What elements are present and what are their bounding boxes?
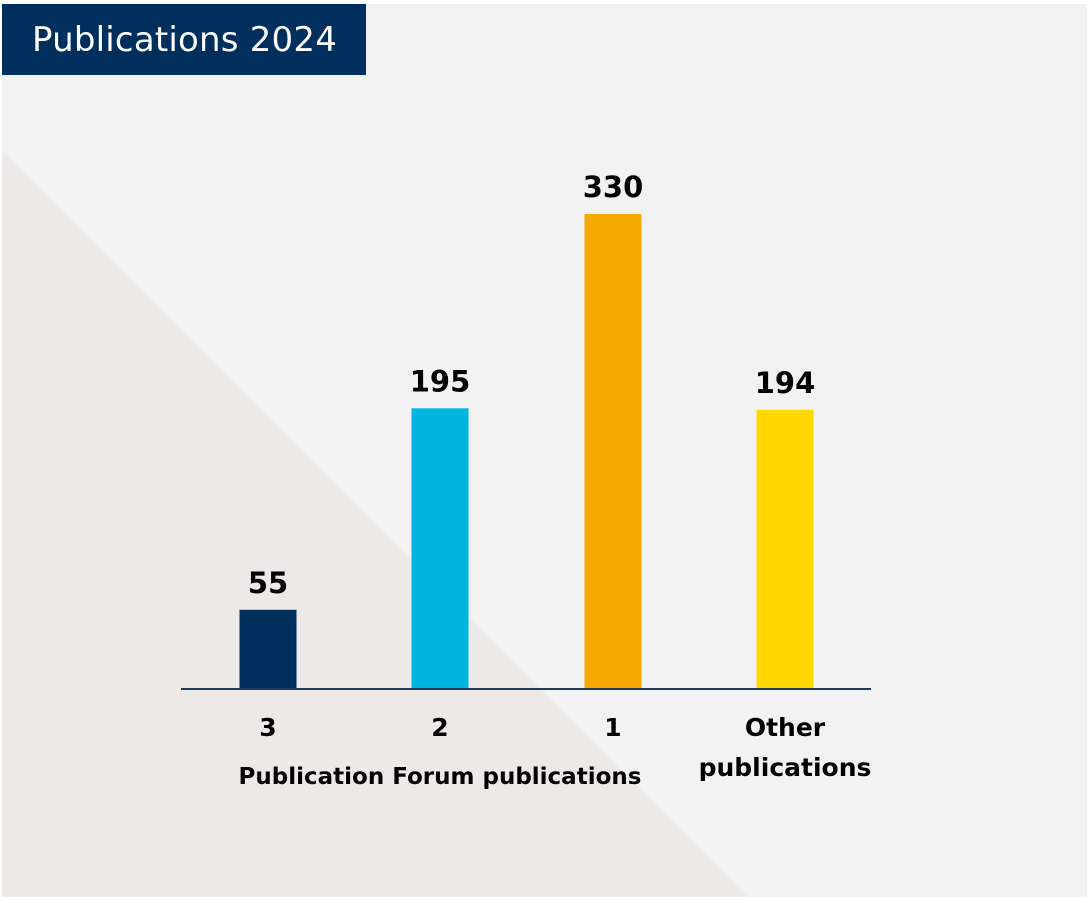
- bars-group: 55 195 330 194: [239, 170, 816, 689]
- chart-title-box: Publications 2024: [2, 4, 366, 75]
- tick-label-0: 3: [259, 713, 277, 742]
- value-label-2: 330: [583, 170, 644, 204]
- tick-label-3: Other publications: [698, 713, 872, 782]
- bar-2: [584, 214, 642, 689]
- bar-1: [411, 408, 469, 689]
- chart-title: Publications 2024: [32, 19, 338, 60]
- value-label-3: 194: [755, 366, 816, 400]
- value-label-0: 55: [248, 566, 288, 600]
- tick-label-2: 1: [604, 713, 622, 742]
- bar-3: [756, 409, 814, 689]
- decorative-triangle: [2, 150, 748, 897]
- tick-label-1: 2: [431, 713, 449, 742]
- value-label-1: 195: [410, 364, 471, 398]
- x-axis-label: Publication Forum publications: [238, 764, 642, 790]
- bar-0: [239, 609, 297, 689]
